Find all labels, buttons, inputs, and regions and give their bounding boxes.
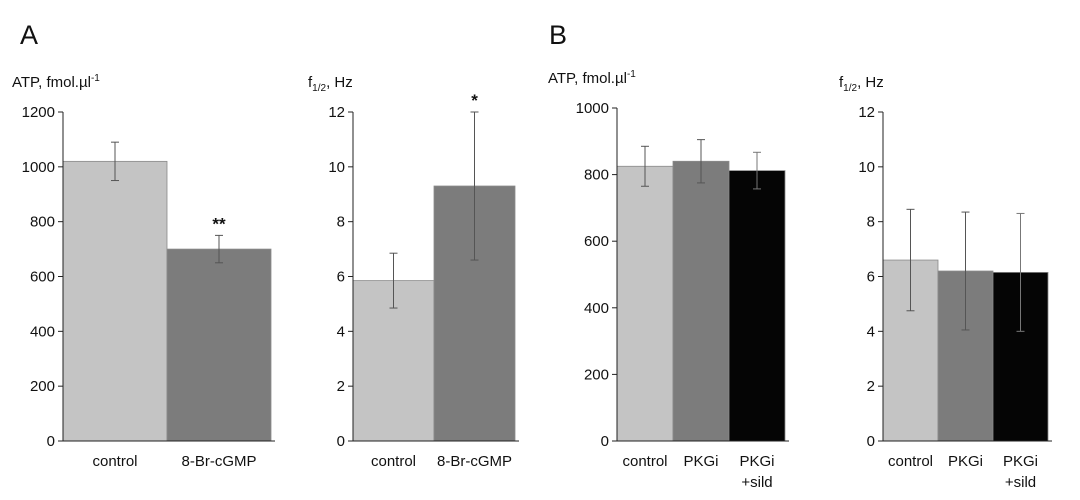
- y-tick-label: 4: [867, 323, 875, 340]
- x-category-label: control: [371, 453, 416, 470]
- y-tick-label: 6: [867, 269, 875, 286]
- y-tick-label: 10: [328, 159, 345, 176]
- y-tick-label: 8: [867, 214, 875, 231]
- x-category-label: PKGi: [739, 453, 774, 470]
- y-axis-title: f1/2, Hz: [839, 74, 884, 94]
- x-category-label: control: [92, 453, 137, 470]
- y-tick-label: 0: [47, 433, 55, 450]
- y-tick-label: 600: [30, 269, 55, 286]
- y-tick-label: 10: [858, 159, 875, 176]
- y-tick-label: 2: [867, 378, 875, 395]
- y-tick-label: 800: [584, 167, 609, 184]
- bar: [728, 170, 786, 442]
- bar: [62, 160, 168, 442]
- y-axis-title: ATP, fmol.µl-1: [12, 73, 100, 91]
- y-tick-label: 0: [867, 433, 875, 450]
- y-axis-title: f1/2, Hz: [308, 74, 353, 94]
- y-axis-title: ATP, fmol.µl-1: [548, 69, 636, 87]
- panel-letter-a: A: [20, 20, 39, 50]
- y-tick-label: 2: [337, 378, 345, 395]
- panel-letter-b: B: [549, 20, 568, 50]
- y-tick-label: 600: [584, 233, 609, 250]
- x-category-label: PKGi: [1003, 453, 1038, 470]
- y-tick-label: 12: [328, 104, 345, 121]
- x-category-label: +sild: [741, 474, 772, 491]
- bar: [672, 160, 730, 442]
- y-tick-label: 800: [30, 214, 55, 231]
- y-tick-label: 1000: [22, 159, 55, 176]
- x-category-label: 8-Br-cGMP: [182, 453, 257, 470]
- y-tick-label: 400: [584, 300, 609, 317]
- significance-marker: *: [471, 91, 478, 110]
- y-tick-label: 400: [30, 323, 55, 340]
- y-tick-label: 12: [858, 104, 875, 121]
- y-tick-label: 4: [337, 323, 345, 340]
- y-tick-label: 1000: [576, 100, 609, 117]
- x-category-label: PKGi: [683, 453, 718, 470]
- x-category-label: PKGi: [948, 453, 983, 470]
- bar: [166, 248, 272, 442]
- y-tick-label: 200: [30, 378, 55, 395]
- x-category-label: +sild: [1005, 474, 1036, 491]
- significance-marker: **: [212, 214, 226, 233]
- y-tick-label: 8: [337, 214, 345, 231]
- x-category-label: 8-Br-cGMP: [437, 453, 512, 470]
- y-tick-label: 200: [584, 366, 609, 383]
- y-tick-label: 0: [337, 433, 345, 450]
- bar: [616, 165, 674, 442]
- y-tick-label: 0: [601, 433, 609, 450]
- y-tick-label: 6: [337, 269, 345, 286]
- x-category-label: control: [622, 453, 667, 470]
- y-tick-label: 1200: [22, 104, 55, 121]
- x-category-label: control: [888, 453, 933, 470]
